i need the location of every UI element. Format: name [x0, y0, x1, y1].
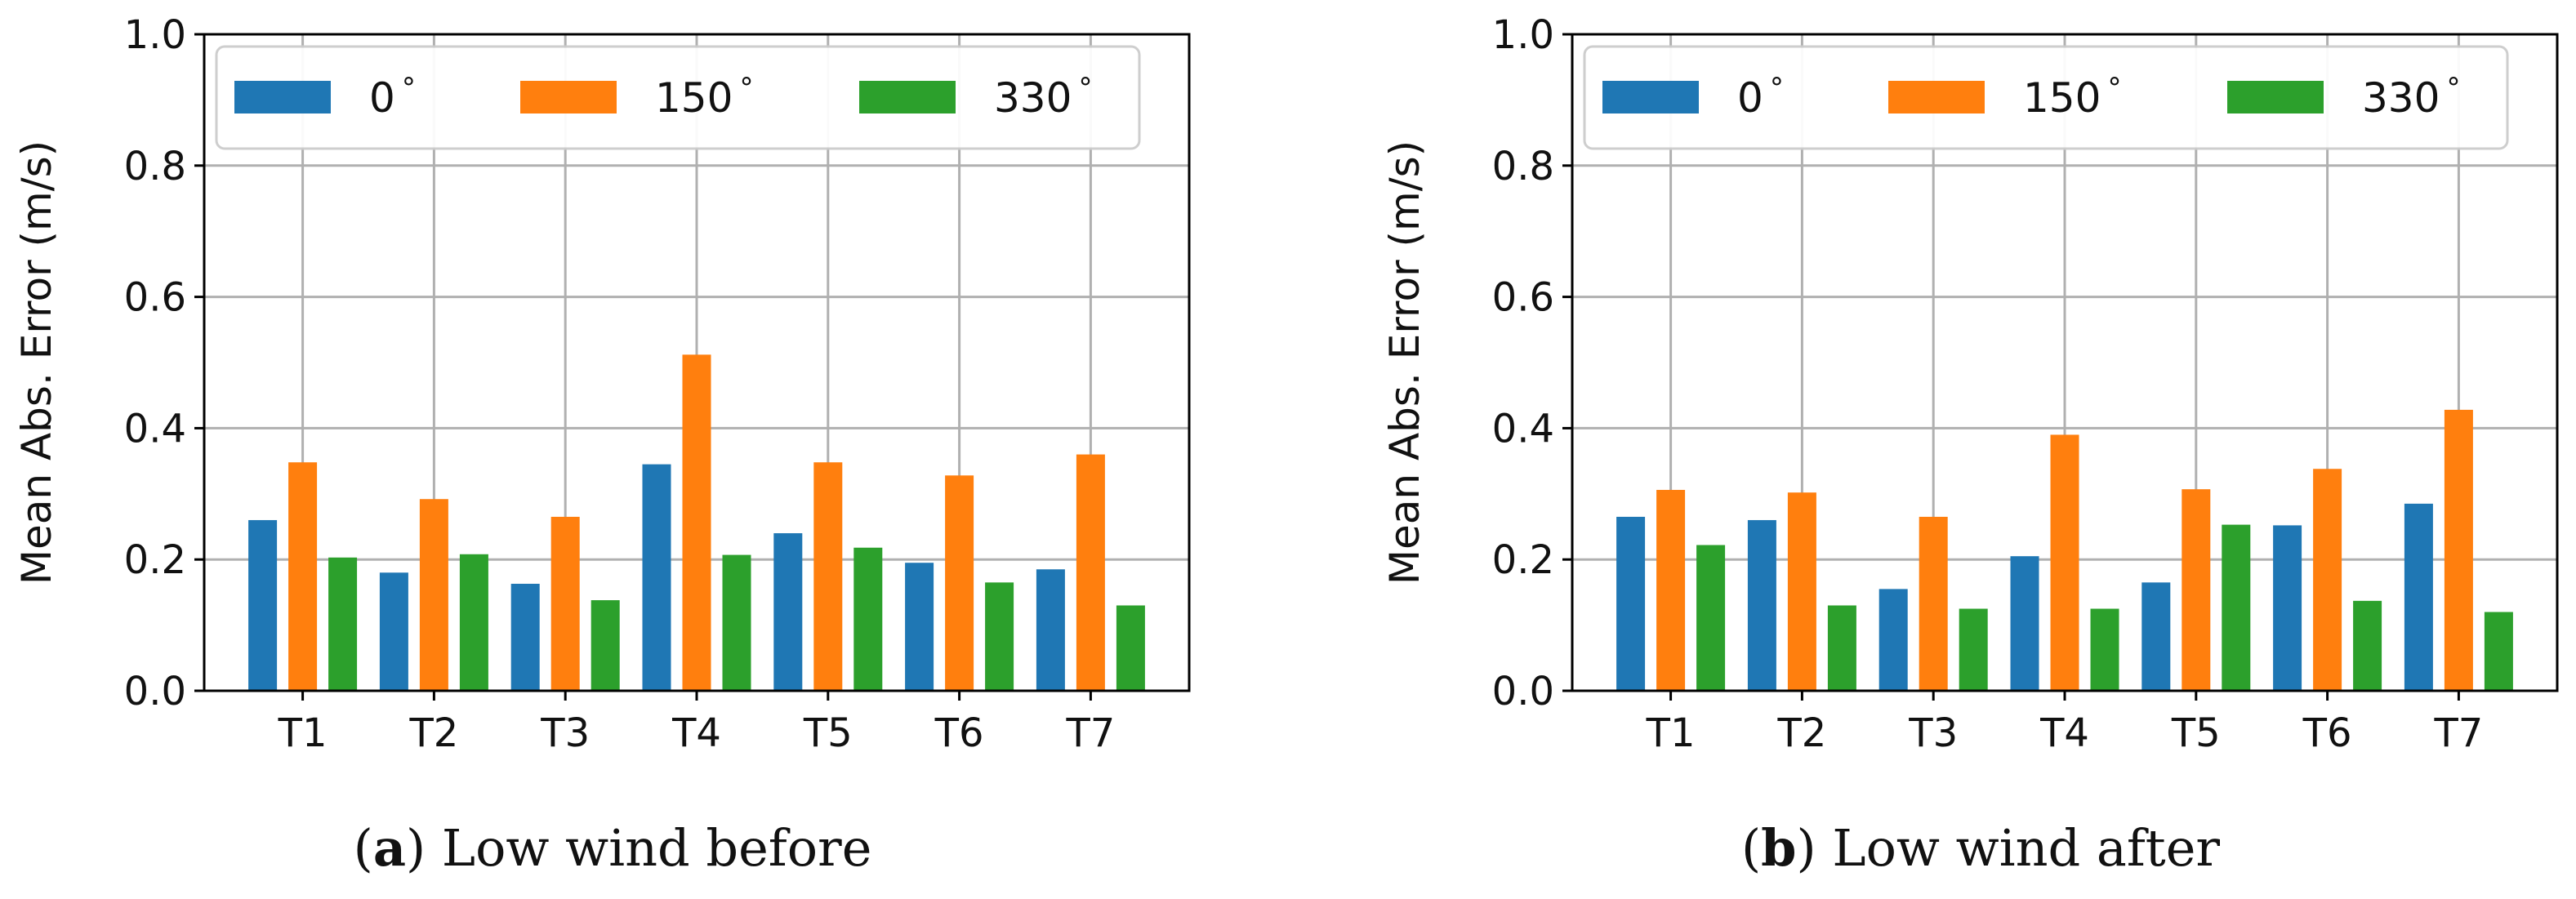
bar-150-T2 — [419, 499, 448, 691]
x-tick-label: T1 — [1646, 710, 1696, 756]
bar-150-T4 — [2050, 434, 2079, 691]
bar-330-T6 — [2353, 600, 2382, 691]
y-tick-label: 1.0 — [124, 12, 186, 58]
y-tick-label: 0.8 — [124, 144, 186, 189]
bar-330-T6 — [985, 582, 1014, 691]
bar-150-T2 — [1787, 492, 1816, 691]
legend: 0 ° 150 ° 330 ° — [1583, 45, 2509, 150]
bar-330-T1 — [328, 557, 358, 691]
legend-label-150: 150 ° — [2023, 72, 2121, 122]
x-tick-label: T2 — [408, 710, 458, 756]
y-axis: 0.0 0.2 0.4 0.6 0.8 1.0 — [1492, 12, 1572, 714]
legend-label-330: 330 ° — [994, 72, 1092, 122]
y-axis-label: Mean Abs. Error (m/s) — [1381, 140, 1428, 585]
x-tick-label: T3 — [540, 710, 590, 756]
x-tick-label: T7 — [1065, 710, 1115, 756]
bar-330-T5 — [2222, 524, 2251, 691]
bar-0-T1 — [1616, 516, 1646, 691]
bar-0-T7 — [2404, 503, 2433, 691]
y-tick-label: 0.4 — [1492, 406, 1554, 452]
x-tick-label: T5 — [803, 710, 853, 756]
legend-frame — [215, 45, 1141, 150]
bar-0-T7 — [1036, 569, 1065, 691]
bar-150-T1 — [1656, 489, 1686, 691]
x-tick-label: T7 — [2433, 710, 2483, 756]
x-tick-label: T4 — [2039, 710, 2089, 756]
bar-0-T6 — [905, 563, 934, 691]
panel-caption: (b) Low wind after — [1741, 818, 2220, 878]
bar-150-T7 — [1076, 454, 1105, 691]
bar-0-T3 — [510, 583, 540, 691]
legend-label-0: 0 ° — [1737, 72, 1784, 122]
bar-0-T6 — [2273, 525, 2302, 691]
bar-0-T2 — [379, 572, 408, 691]
bar-330-T4 — [2090, 608, 2119, 691]
bar-150-T6 — [945, 475, 974, 691]
legend-swatch-330 — [2227, 81, 2324, 113]
x-tick-label: T6 — [934, 710, 984, 756]
legend-swatch-0 — [1602, 81, 1699, 113]
bar-330-T2 — [1827, 605, 1856, 691]
legend-swatch-150 — [520, 81, 617, 113]
y-axis-label: Mean Abs. Error (m/s) — [13, 140, 60, 585]
y-tick-label: 1.0 — [1492, 12, 1554, 58]
legend-frame — [1583, 45, 2509, 150]
x-tick-label: T1 — [278, 710, 328, 756]
bar-150-T5 — [813, 462, 843, 691]
legend-label-330: 330 ° — [2362, 72, 2460, 122]
x-axis: T1 T2 T3 T4 T5 T6 T7 — [1646, 691, 2483, 756]
x-tick-label: T5 — [2171, 710, 2221, 756]
x-tick-label: T4 — [671, 710, 721, 756]
bar-0-T4 — [2010, 556, 2039, 691]
y-tick-label: 0.2 — [124, 537, 186, 583]
y-tick-label: 0.6 — [1492, 275, 1554, 321]
y-tick-label: 0.6 — [124, 275, 186, 321]
legend-label-0: 0 ° — [369, 72, 416, 122]
legend: 0 ° 150 ° 330 ° — [215, 45, 1141, 150]
bar-0-T4 — [642, 464, 671, 691]
bar-330-T1 — [1696, 545, 1726, 691]
bar-330-T3 — [1959, 608, 1988, 691]
bars — [1616, 409, 2513, 691]
bars — [248, 354, 1145, 691]
bar-0-T5 — [773, 533, 803, 691]
y-tick-label: 0.8 — [1492, 144, 1554, 189]
y-tick-label: 0.2 — [1492, 537, 1554, 583]
legend-swatch-150 — [1888, 81, 1985, 113]
y-tick-label: 0.0 — [124, 669, 186, 714]
x-tick-label: T3 — [1908, 710, 1958, 756]
x-tick-label: T6 — [2302, 710, 2352, 756]
bar-0-T5 — [2141, 582, 2171, 691]
bar-150-T5 — [2182, 489, 2211, 691]
bar-330-T5 — [853, 547, 883, 691]
panel-caption: (a) Low wind before — [354, 818, 872, 878]
y-tick-label: 0.4 — [124, 406, 186, 452]
bar-330-T3 — [591, 600, 620, 691]
bar-330-T7 — [2484, 612, 2513, 691]
x-tick-label: T2 — [1776, 710, 1826, 756]
bar-150-T7 — [2444, 409, 2473, 691]
bar-0-T1 — [248, 519, 278, 691]
chart-panel-a: 0.0 0.2 0.4 0.6 0.8 1.0 T1 T2 T3 T4 T5 T6 T7 Mean Abs… — [13, 12, 1191, 878]
legend-label-150: 150 ° — [655, 72, 753, 122]
y-axis: 0.0 0.2 0.4 0.6 0.8 1.0 — [124, 12, 204, 714]
bar-0-T3 — [1879, 589, 1908, 691]
bar-150-T1 — [288, 462, 318, 691]
bar-150-T3 — [550, 516, 580, 691]
bar-330-T7 — [1116, 605, 1145, 691]
legend-swatch-0 — [234, 81, 331, 113]
bar-330-T4 — [722, 554, 751, 691]
y-tick-label: 0.0 — [1492, 669, 1554, 714]
x-axis: T1 T2 T3 T4 T5 T6 T7 — [278, 691, 1115, 756]
chart-panel-b: 0.0 0.2 0.4 0.6 0.8 1.0 T1 T2 T3 T4 T5 T6 T7 Mean Abs… — [1381, 12, 2559, 878]
bar-330-T2 — [459, 554, 488, 691]
legend-swatch-330 — [859, 81, 956, 113]
bar-150-T4 — [682, 354, 711, 691]
bar-150-T3 — [1919, 516, 1948, 691]
bar-0-T2 — [1747, 519, 1776, 691]
bar-150-T6 — [2313, 469, 2342, 691]
